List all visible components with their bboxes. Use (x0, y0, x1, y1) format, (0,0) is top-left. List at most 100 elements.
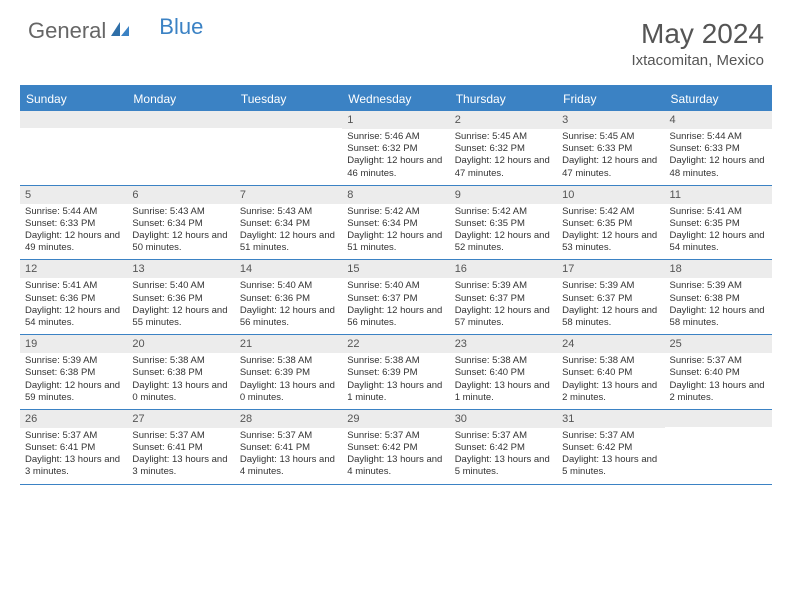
day-number: 15 (342, 260, 449, 278)
weekday-header: Saturday (665, 87, 772, 111)
calendar: SundayMondayTuesdayWednesdayThursdayFrid… (20, 85, 772, 485)
day-body: Sunrise: 5:38 AMSunset: 6:39 PMDaylight:… (342, 353, 449, 409)
calendar-cell: 15Sunrise: 5:40 AMSunset: 6:37 PMDayligh… (342, 260, 449, 334)
day-body: Sunrise: 5:37 AMSunset: 6:41 PMDaylight:… (235, 428, 342, 484)
daylight-text: Daylight: 12 hours and 46 minutes. (347, 155, 444, 179)
sunrise-text: Sunrise: 5:46 AM (347, 131, 444, 143)
daylight-text: Daylight: 13 hours and 0 minutes. (132, 380, 229, 404)
day-body: Sunrise: 5:38 AMSunset: 6:39 PMDaylight:… (235, 353, 342, 409)
day-body: Sunrise: 5:43 AMSunset: 6:34 PMDaylight:… (127, 204, 234, 260)
calendar-cell: 14Sunrise: 5:40 AMSunset: 6:36 PMDayligh… (235, 260, 342, 334)
week-row: 26Sunrise: 5:37 AMSunset: 6:41 PMDayligh… (20, 410, 772, 485)
day-body: Sunrise: 5:43 AMSunset: 6:34 PMDaylight:… (235, 204, 342, 260)
sunrise-text: Sunrise: 5:42 AM (562, 206, 659, 218)
day-body: Sunrise: 5:39 AMSunset: 6:38 PMDaylight:… (665, 278, 772, 334)
daylight-text: Daylight: 13 hours and 3 minutes. (25, 454, 122, 478)
daylight-text: Daylight: 12 hours and 58 minutes. (670, 305, 767, 329)
sunrise-text: Sunrise: 5:44 AM (670, 131, 767, 143)
sunset-text: Sunset: 6:35 PM (562, 218, 659, 230)
daylight-text: Daylight: 13 hours and 1 minute. (347, 380, 444, 404)
daylight-text: Daylight: 13 hours and 4 minutes. (240, 454, 337, 478)
day-body (665, 427, 772, 481)
day-body: Sunrise: 5:37 AMSunset: 6:41 PMDaylight:… (20, 428, 127, 484)
calendar-cell-empty (665, 410, 772, 484)
day-number (127, 111, 234, 128)
day-number: 30 (450, 410, 557, 428)
sunset-text: Sunset: 6:41 PM (25, 442, 122, 454)
day-body: Sunrise: 5:42 AMSunset: 6:35 PMDaylight:… (450, 204, 557, 260)
sunrise-text: Sunrise: 5:45 AM (455, 131, 552, 143)
sunrise-text: Sunrise: 5:39 AM (562, 280, 659, 292)
sunrise-text: Sunrise: 5:43 AM (240, 206, 337, 218)
day-number: 8 (342, 186, 449, 204)
daylight-text: Daylight: 13 hours and 5 minutes. (562, 454, 659, 478)
day-number: 17 (557, 260, 664, 278)
sunset-text: Sunset: 6:40 PM (455, 367, 552, 379)
daylight-text: Daylight: 12 hours and 47 minutes. (562, 155, 659, 179)
title-block: May 2024 Ixtacomitan, Mexico (631, 18, 764, 69)
day-body: Sunrise: 5:37 AMSunset: 6:40 PMDaylight:… (665, 353, 772, 409)
daylight-text: Daylight: 12 hours and 59 minutes. (25, 380, 122, 404)
day-number: 20 (127, 335, 234, 353)
day-body: Sunrise: 5:37 AMSunset: 6:42 PMDaylight:… (342, 428, 449, 484)
day-number: 11 (665, 186, 772, 204)
daylight-text: Daylight: 13 hours and 5 minutes. (455, 454, 552, 478)
weekday-header-row: SundayMondayTuesdayWednesdayThursdayFrid… (20, 87, 772, 111)
daylight-text: Daylight: 12 hours and 49 minutes. (25, 230, 122, 254)
day-body: Sunrise: 5:40 AMSunset: 6:36 PMDaylight:… (127, 278, 234, 334)
day-number: 5 (20, 186, 127, 204)
sunrise-text: Sunrise: 5:41 AM (670, 206, 767, 218)
sunset-text: Sunset: 6:39 PM (240, 367, 337, 379)
sunset-text: Sunset: 6:40 PM (562, 367, 659, 379)
sunrise-text: Sunrise: 5:40 AM (132, 280, 229, 292)
day-body: Sunrise: 5:38 AMSunset: 6:38 PMDaylight:… (127, 353, 234, 409)
weekday-header: Friday (557, 87, 664, 111)
daylight-text: Daylight: 13 hours and 3 minutes. (132, 454, 229, 478)
sunrise-text: Sunrise: 5:38 AM (347, 355, 444, 367)
sunset-text: Sunset: 6:34 PM (347, 218, 444, 230)
sunset-text: Sunset: 6:36 PM (240, 293, 337, 305)
day-body: Sunrise: 5:44 AMSunset: 6:33 PMDaylight:… (20, 204, 127, 260)
day-body: Sunrise: 5:44 AMSunset: 6:33 PMDaylight:… (665, 129, 772, 185)
week-row: 5Sunrise: 5:44 AMSunset: 6:33 PMDaylight… (20, 186, 772, 261)
sunset-text: Sunset: 6:33 PM (670, 143, 767, 155)
daylight-text: Daylight: 12 hours and 51 minutes. (240, 230, 337, 254)
day-number: 1 (342, 111, 449, 129)
day-number (665, 410, 772, 427)
day-number: 21 (235, 335, 342, 353)
sunrise-text: Sunrise: 5:37 AM (670, 355, 767, 367)
sunrise-text: Sunrise: 5:42 AM (455, 206, 552, 218)
day-body: Sunrise: 5:45 AMSunset: 6:33 PMDaylight:… (557, 129, 664, 185)
logo-text-1: General (28, 18, 106, 44)
sunrise-text: Sunrise: 5:37 AM (562, 430, 659, 442)
weekday-header: Monday (127, 87, 234, 111)
day-body: Sunrise: 5:37 AMSunset: 6:42 PMDaylight:… (450, 428, 557, 484)
sunset-text: Sunset: 6:39 PM (347, 367, 444, 379)
daylight-text: Daylight: 12 hours and 50 minutes. (132, 230, 229, 254)
sunrise-text: Sunrise: 5:45 AM (562, 131, 659, 143)
sunset-text: Sunset: 6:35 PM (670, 218, 767, 230)
day-body: Sunrise: 5:39 AMSunset: 6:38 PMDaylight:… (20, 353, 127, 409)
calendar-cell-empty (127, 111, 234, 185)
calendar-cell-empty (235, 111, 342, 185)
sunset-text: Sunset: 6:37 PM (347, 293, 444, 305)
calendar-cell: 12Sunrise: 5:41 AMSunset: 6:36 PMDayligh… (20, 260, 127, 334)
calendar-cell: 10Sunrise: 5:42 AMSunset: 6:35 PMDayligh… (557, 186, 664, 260)
daylight-text: Daylight: 12 hours and 53 minutes. (562, 230, 659, 254)
sunset-text: Sunset: 6:42 PM (562, 442, 659, 454)
sunrise-text: Sunrise: 5:41 AM (25, 280, 122, 292)
daylight-text: Daylight: 12 hours and 56 minutes. (240, 305, 337, 329)
day-number: 12 (20, 260, 127, 278)
sunset-text: Sunset: 6:42 PM (347, 442, 444, 454)
calendar-cell: 2Sunrise: 5:45 AMSunset: 6:32 PMDaylight… (450, 111, 557, 185)
day-number: 19 (20, 335, 127, 353)
day-number: 22 (342, 335, 449, 353)
day-body: Sunrise: 5:45 AMSunset: 6:32 PMDaylight:… (450, 129, 557, 185)
sunset-text: Sunset: 6:38 PM (132, 367, 229, 379)
sunset-text: Sunset: 6:36 PM (25, 293, 122, 305)
sunset-text: Sunset: 6:37 PM (562, 293, 659, 305)
day-number: 3 (557, 111, 664, 129)
weeks-container: 1Sunrise: 5:46 AMSunset: 6:32 PMDaylight… (20, 111, 772, 485)
daylight-text: Daylight: 13 hours and 2 minutes. (670, 380, 767, 404)
sunrise-text: Sunrise: 5:43 AM (132, 206, 229, 218)
